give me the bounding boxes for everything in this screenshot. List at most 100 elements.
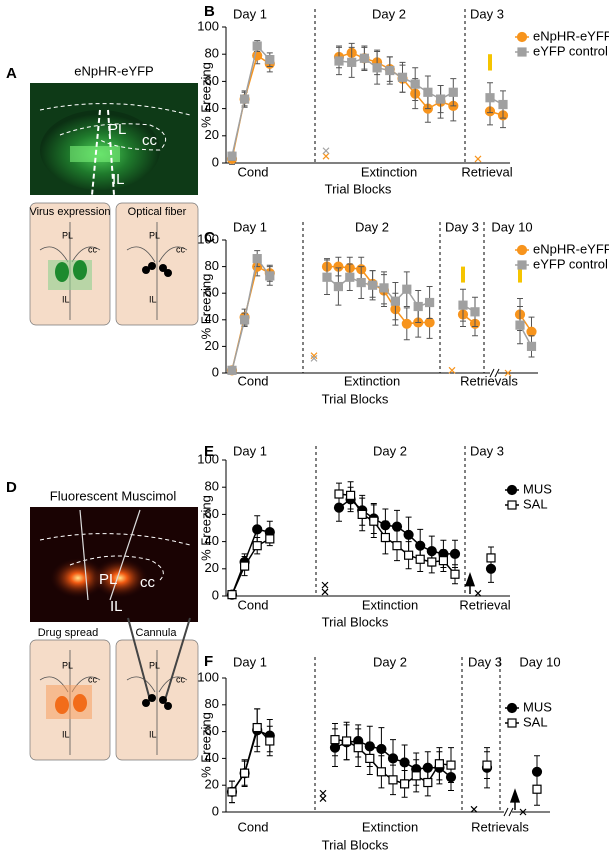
- image-label: IL: [110, 598, 123, 615]
- data-point: [410, 79, 420, 89]
- legend-marker: [516, 31, 528, 43]
- data-point: [526, 341, 537, 351]
- panel-title: Fluorescent Muscimol: [50, 488, 177, 503]
- probe-point: [504, 369, 512, 377]
- image-label: IL: [112, 171, 125, 188]
- x-axis-label: Trial Blocks: [322, 614, 389, 629]
- y-tick-label: 0: [212, 364, 219, 379]
- data-point: [446, 760, 456, 770]
- data-point: [252, 41, 262, 51]
- data-point: [434, 759, 444, 769]
- group-label: Retrievals: [471, 819, 529, 834]
- probe-point: [470, 805, 478, 813]
- data-point: [385, 65, 395, 76]
- data-point: [482, 760, 492, 770]
- data-point: [427, 557, 437, 567]
- infusion-arrow: [509, 788, 521, 810]
- legend-label: eYFP control: [533, 43, 608, 58]
- legend-label: eYFP control: [533, 256, 608, 271]
- data-point: [448, 87, 458, 97]
- day-label: Day 2: [373, 654, 407, 669]
- data-point: [379, 283, 389, 293]
- data-point: [252, 722, 262, 733]
- data-point: [436, 94, 446, 104]
- probe-point: [310, 354, 318, 362]
- data-point: [227, 787, 237, 797]
- probe-point: [322, 147, 330, 155]
- probe-point: [474, 589, 482, 597]
- y-tick-label: 100: [197, 18, 219, 33]
- data-point: [346, 490, 356, 500]
- data-point: [485, 93, 495, 103]
- legend-label: eNpHR-eYFP: [533, 241, 609, 256]
- legend-marker: [507, 500, 517, 510]
- data-point: [240, 561, 250, 571]
- panel-letter: F: [204, 653, 213, 670]
- y-axis-label: % Freezing: [198, 495, 213, 561]
- day-label: Day 10: [491, 219, 532, 234]
- y-tick-label: 80: [205, 696, 219, 711]
- data-point: [425, 297, 435, 308]
- image-label: PL: [99, 571, 117, 588]
- y-tick-label: 60: [205, 73, 219, 88]
- histology-image: PL cc IL: [30, 507, 198, 622]
- data-point: [240, 768, 250, 778]
- infusion-arrow: [464, 571, 476, 594]
- data-point: [240, 94, 250, 104]
- schematic-label: IL: [149, 294, 157, 304]
- legend-marker: [506, 702, 518, 714]
- data-point: [387, 753, 399, 764]
- data-point: [227, 365, 237, 375]
- data-point: [342, 736, 352, 746]
- data-point: [391, 521, 403, 532]
- group-label: Retrievals: [460, 373, 518, 388]
- data-point: [368, 280, 378, 290]
- legend-label: eNpHR-eYFP: [533, 28, 609, 43]
- data-point: [390, 296, 400, 306]
- legend-marker: [506, 484, 518, 496]
- day-label: Day 1: [233, 443, 267, 458]
- data-point: [415, 554, 425, 564]
- data-point: [359, 53, 369, 63]
- data-point: [515, 320, 525, 330]
- light-on-indicator: [461, 266, 465, 283]
- data-point: [498, 99, 508, 110]
- schematics: Drug spread Cannula PL cc IL PL cc IL: [29, 617, 199, 761]
- data-point: [402, 284, 412, 294]
- y-tick-label: 40: [205, 100, 219, 115]
- schematic-label: PL: [62, 230, 73, 240]
- group-label: Cond: [237, 373, 268, 388]
- group-label: Cond: [237, 819, 268, 834]
- data-point: [334, 56, 344, 66]
- data-point: [227, 590, 237, 600]
- legend-label: SAL: [523, 714, 548, 729]
- axis-break: [504, 809, 512, 815]
- data-point: [470, 307, 480, 317]
- image-label: PL: [108, 121, 126, 138]
- data-point: [400, 779, 410, 789]
- probe-point: [474, 155, 482, 163]
- y-tick-label: 20: [205, 777, 219, 792]
- legend-marker: [517, 260, 527, 270]
- data-point: [397, 72, 408, 82]
- data-point: [423, 87, 433, 97]
- y-tick-label: 20: [205, 338, 219, 353]
- y-axis-label: % Freezing: [198, 62, 213, 128]
- data-point: [372, 63, 382, 73]
- day-label: Day 1: [233, 219, 267, 234]
- legend-marker: [507, 718, 517, 728]
- y-tick-label: 100: [197, 451, 219, 466]
- legend-marker: [516, 244, 528, 256]
- y-tick-label: 60: [205, 506, 219, 521]
- schematic-label: PL: [149, 660, 160, 670]
- data-point: [265, 271, 275, 281]
- probe-point: [319, 789, 327, 797]
- data-point: [365, 753, 375, 764]
- data-point: [388, 775, 398, 785]
- y-tick-label: 60: [205, 723, 219, 738]
- day-label: Day 3: [468, 654, 502, 669]
- probe-point: [319, 795, 327, 803]
- legend-label: MUS: [523, 699, 552, 714]
- data-point: [240, 315, 250, 325]
- y-tick-label: 40: [205, 750, 219, 765]
